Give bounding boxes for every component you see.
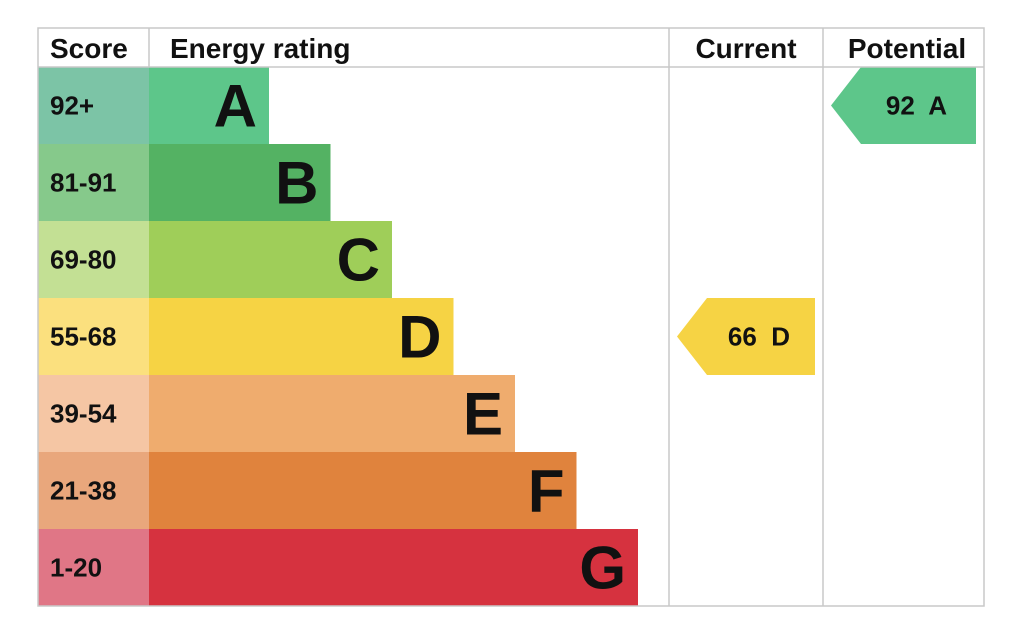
current-rating-label: 66 D bbox=[728, 322, 790, 352]
potential-rating-arrow-shape bbox=[831, 67, 976, 144]
score-range-e: 39-54 bbox=[50, 399, 117, 429]
band-letter-c: C bbox=[337, 227, 380, 294]
current-rating-arrow: 66 D bbox=[677, 298, 815, 375]
current-rating-arrow-shape bbox=[677, 298, 815, 375]
band-bar-b bbox=[149, 144, 331, 221]
header-current: Current bbox=[695, 33, 796, 64]
score-range-f: 21-38 bbox=[50, 476, 117, 506]
score-cell-b bbox=[38, 144, 149, 221]
rating-bands: 92+ A 81-91 B 69-80 C 55-68 D 39-54 E 21-38 F 1-20 G bbox=[38, 67, 638, 606]
table-border bbox=[37, 27, 985, 607]
band-bar-f bbox=[149, 452, 577, 529]
band-letter-g: G bbox=[579, 535, 626, 602]
band-letter-d: D bbox=[398, 304, 441, 371]
score-range-c: 69-80 bbox=[50, 245, 117, 275]
header-potential: Potential bbox=[848, 33, 966, 64]
potential-rating-label: 92 A bbox=[886, 91, 947, 121]
score-cell-f bbox=[38, 452, 149, 529]
potential-rating-arrow: 92 A bbox=[831, 67, 976, 144]
band-letter-b: B bbox=[275, 150, 318, 217]
score-range-d: 55-68 bbox=[50, 322, 117, 352]
band-letter-a: A bbox=[214, 73, 257, 140]
score-range-a: 92+ bbox=[50, 91, 94, 121]
score-cell-g bbox=[38, 529, 149, 606]
score-cell-c bbox=[38, 221, 149, 298]
band-bar-e bbox=[149, 375, 515, 452]
table-grid bbox=[37, 27, 985, 607]
band-letter-f: F bbox=[528, 458, 565, 525]
score-cell-a bbox=[38, 67, 149, 144]
score-cell-e bbox=[38, 375, 149, 452]
band-bar-g bbox=[149, 529, 638, 606]
band-bar-d bbox=[149, 298, 454, 375]
header-score: Score bbox=[50, 33, 128, 64]
score-cell-d bbox=[38, 298, 149, 375]
score-range-g: 1-20 bbox=[50, 553, 102, 583]
score-range-b: 81-91 bbox=[50, 168, 117, 198]
band-bar-c bbox=[149, 221, 392, 298]
band-bar-a bbox=[149, 67, 269, 144]
band-letter-e: E bbox=[463, 381, 503, 448]
header-energy-rating: Energy rating bbox=[170, 33, 350, 64]
